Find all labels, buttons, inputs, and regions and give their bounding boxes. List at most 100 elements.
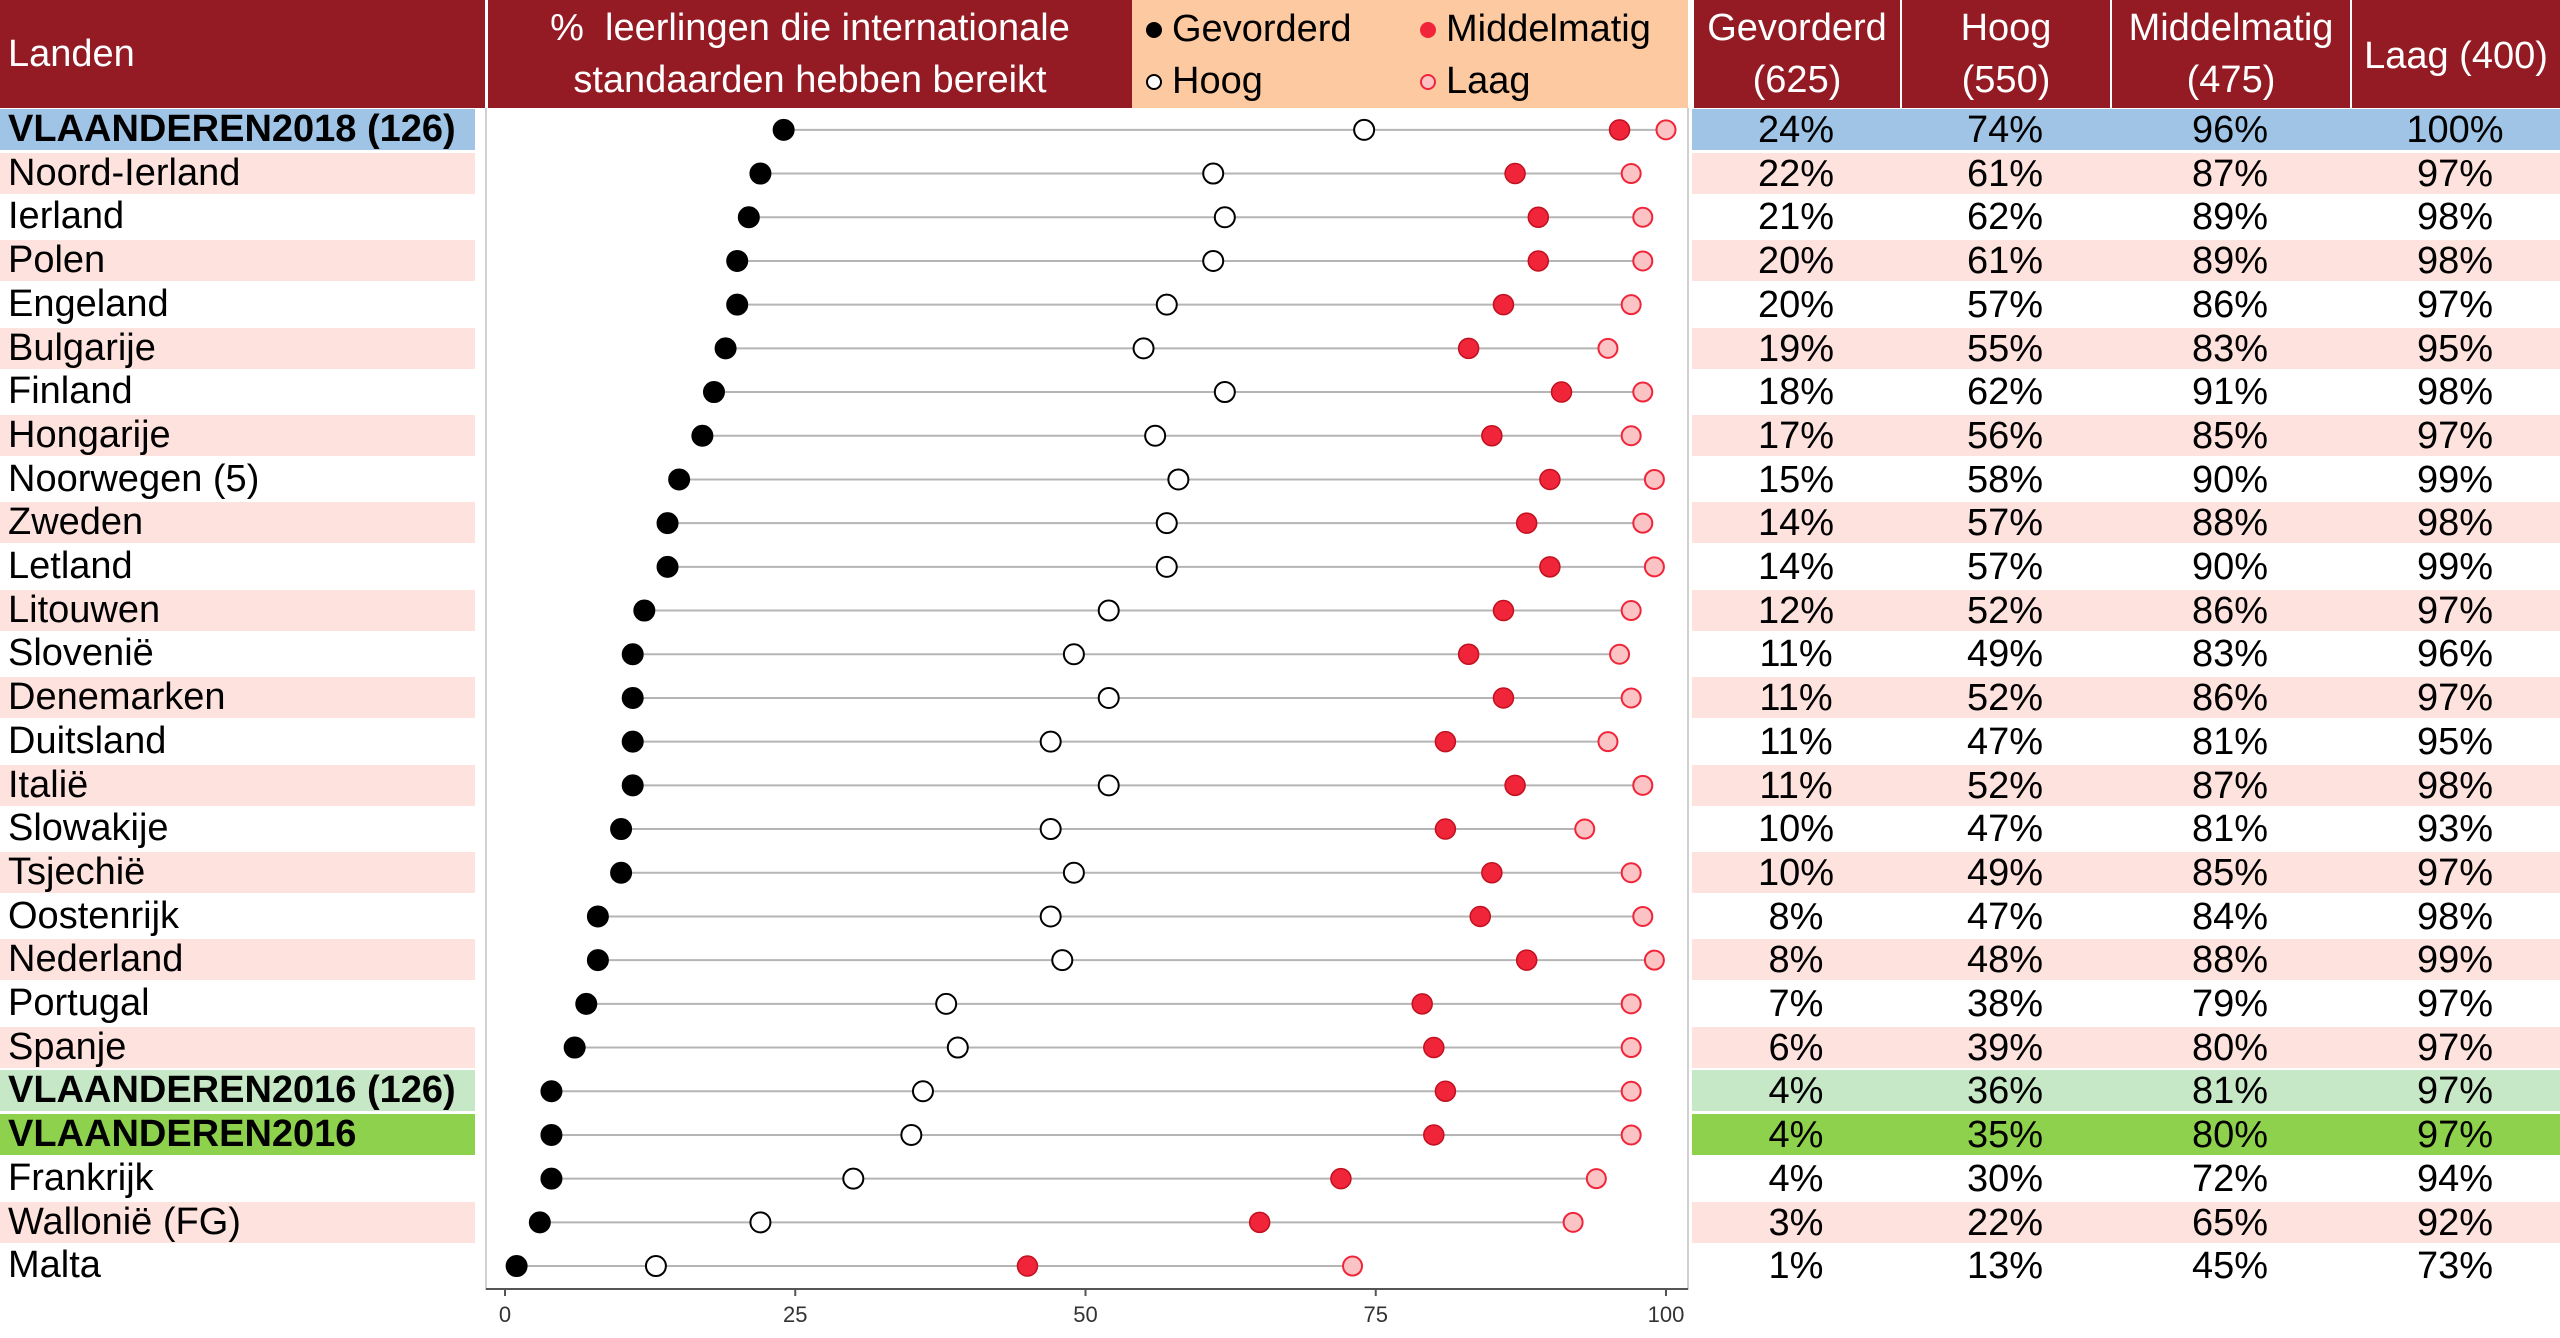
cell-gevorderd: 8% (1768, 939, 1824, 982)
table-row: 1% 13% 45% 73% (1692, 1245, 2560, 1287)
dot-middelmatig (1492, 687, 1515, 709)
cell-middelmatig: 72% (2191, 1157, 2269, 1200)
dot-hoog (1039, 905, 1062, 928)
dot-laag (1585, 1168, 1607, 1190)
table-row: 10% 47% 81% 93% (1692, 808, 2560, 851)
table-row: 11% 49% 83% 96% (1692, 633, 2560, 675)
dot-gevorderd (749, 162, 772, 185)
country-label: Slovenië (0, 633, 475, 675)
country-label: Nederland (0, 939, 475, 981)
cell-hoog: 52% (1966, 677, 2044, 720)
cell-hoog: 52% (1966, 764, 2044, 807)
dot-hoog (1039, 818, 1062, 841)
cell-hoog: 39% (1966, 1026, 2044, 1069)
cell-middelmatig: 87% (2191, 152, 2269, 195)
dot-hoog (1062, 643, 1085, 666)
cell-gevorderd: 12% (1757, 589, 1835, 632)
cell-laag: 98% (2416, 502, 2494, 545)
dot-middelmatig (1016, 1255, 1039, 1277)
dot-laag (1643, 556, 1665, 578)
cell-middelmatig: 87% (2191, 764, 2269, 807)
cell-laag: 98% (2416, 371, 2494, 414)
dot-hoog (1155, 293, 1178, 316)
chart-title-line2: standaarden hebben bereikt (573, 59, 1047, 101)
dot-laag (1632, 905, 1654, 927)
col-header-middelmatig: Middelmatig (475) (2110, 0, 2350, 108)
cell-hoog: 74% (1966, 109, 2044, 151)
dot-gevorderd (621, 643, 644, 666)
cell-middelmatig: 65% (2191, 1201, 2269, 1244)
cell-hoog: 55% (1966, 327, 2044, 370)
cell-hoog: 30% (1966, 1157, 2044, 1200)
cell-laag: 97% (2416, 1114, 2494, 1157)
cell-middelmatig: 81% (2191, 720, 2269, 763)
country-label: Hongarije (0, 414, 475, 456)
country-label: Spanje (0, 1026, 475, 1068)
cell-middelmatig: 80% (2191, 1026, 2269, 1069)
cell-gevorderd: 20% (1757, 283, 1835, 326)
cell-gevorderd: 7% (1768, 983, 1824, 1025)
legend-label-laag: Laag (1446, 60, 1531, 102)
dot-laag (1597, 337, 1619, 359)
dot-gevorderd (702, 381, 725, 404)
col-header-hoog-name: Hoog (1960, 7, 2052, 49)
dot-gevorderd (563, 1036, 586, 1059)
cell-laag: 99% (2416, 939, 2494, 982)
dot-laag (1620, 163, 1642, 185)
cell-gevorderd: 11% (1759, 720, 1833, 763)
cell-middelmatig: 80% (2191, 1114, 2269, 1157)
cell-middelmatig: 91% (2191, 371, 2269, 414)
dot-laag (1632, 381, 1654, 403)
dot-laag (1597, 731, 1619, 753)
cell-hoog: 56% (1966, 414, 2044, 457)
dot-middelmatig (1492, 599, 1515, 622)
country-label: Litouwen (0, 589, 475, 631)
country-label: VLAANDEREN2018 (126) (0, 109, 475, 150)
country-label: Tsjechië (0, 851, 475, 893)
table-row: 4% 30% 72% 94% (1692, 1157, 2560, 1200)
col-header-gevorderd: Gevorderd (625) (1692, 0, 1900, 108)
cell-hoog: 47% (1966, 895, 2044, 938)
cell-middelmatig: 86% (2191, 589, 2269, 632)
cell-middelmatig: 86% (2191, 283, 2269, 326)
table-row: 7% 38% 79% 97% (1692, 983, 2560, 1025)
dot-middelmatig (1457, 337, 1480, 360)
dot-gevorderd (668, 468, 691, 491)
dot-hoog (935, 992, 958, 1015)
country-label: Wallonië (FG) (0, 1201, 475, 1243)
table-row: 14% 57% 90% 99% (1692, 546, 2560, 588)
country-label: Malta (0, 1245, 475, 1287)
x-tick-label: 100 (1648, 1302, 1685, 1327)
dot-laag (1620, 425, 1642, 447)
cell-gevorderd: 17% (1757, 414, 1835, 457)
cell-hoog: 49% (1966, 851, 2044, 894)
cell-middelmatig: 89% (2191, 240, 2269, 283)
dot-middelmatig (1434, 818, 1457, 840)
cell-middelmatig: 81% (2191, 1070, 2269, 1113)
dot-middelmatig (1481, 862, 1503, 884)
dot-middelmatig (1457, 643, 1480, 665)
country-label: Finland (0, 371, 475, 413)
table-row: 17% 56% 85% 97% (1692, 414, 2560, 457)
cell-gevorderd: 18% (1757, 371, 1835, 414)
dot-hoog (1202, 249, 1225, 272)
dot-gevorderd (691, 424, 714, 447)
table-row: 8% 48% 88% 99% (1692, 939, 2560, 982)
cell-gevorderd: 14% (1757, 546, 1835, 588)
dot-hoog (1097, 686, 1120, 709)
x-tick-label: 25 (783, 1302, 807, 1327)
dot-laag (1620, 600, 1642, 622)
dot-middelmatig (1411, 993, 1433, 1015)
dot-hoog (1213, 381, 1236, 404)
dot-laag (1632, 774, 1654, 796)
country-label: Oostenrijk (0, 895, 475, 937)
cell-gevorderd: 20% (1757, 240, 1835, 283)
dot-gevorderd (540, 1080, 563, 1103)
legend-item-middelmatig: Middelmatig (1420, 8, 1651, 51)
legend-marker-hoog (1146, 73, 1162, 90)
cell-laag: 97% (2416, 677, 2494, 720)
cell-laag: 93% (2416, 808, 2494, 851)
country-label: Letland (0, 546, 475, 587)
dot-middelmatig (1481, 425, 1503, 447)
dot-laag (1620, 687, 1642, 709)
